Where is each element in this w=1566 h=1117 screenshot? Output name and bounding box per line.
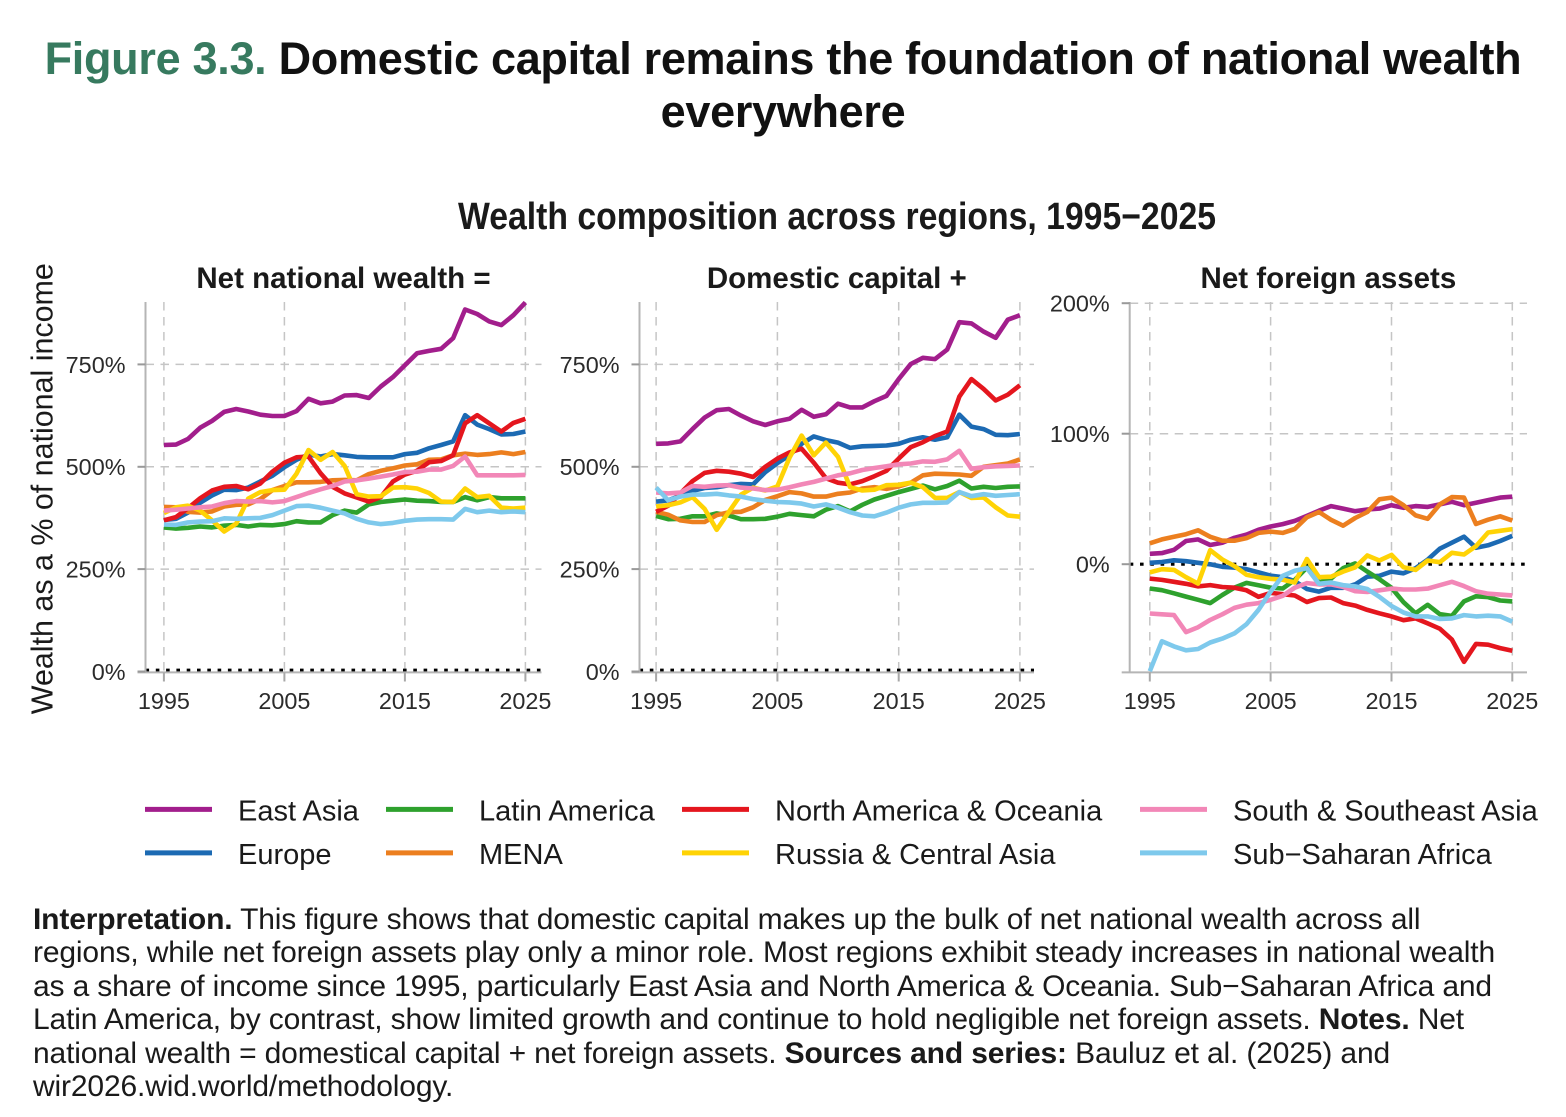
svg-text:0%: 0% <box>586 659 620 685</box>
svg-text:Domestic capital +: Domestic capital + <box>707 262 967 295</box>
svg-text:2015: 2015 <box>873 688 925 714</box>
svg-text:0%: 0% <box>1076 552 1110 578</box>
svg-text:1995: 1995 <box>630 688 682 714</box>
svg-text:Net national wealth =: Net national wealth = <box>196 262 490 295</box>
svg-text:Wealth as a % of national inco: Wealth as a % of national income <box>25 263 60 714</box>
svg-text:2005: 2005 <box>1245 688 1297 714</box>
svg-text:2025: 2025 <box>994 688 1046 714</box>
svg-text:750%: 750% <box>560 352 620 378</box>
svg-text:MENA: MENA <box>479 839 563 871</box>
svg-text:2025: 2025 <box>1486 688 1538 714</box>
svg-text:Latin America: Latin America <box>479 796 656 828</box>
svg-text:2025: 2025 <box>499 688 551 714</box>
svg-text:200%: 200% <box>1050 291 1110 317</box>
svg-text:Russia & Central Asia: Russia & Central Asia <box>775 839 1056 871</box>
svg-text:250%: 250% <box>560 557 620 583</box>
svg-text:2005: 2005 <box>258 688 310 714</box>
svg-text:2005: 2005 <box>751 688 803 714</box>
svg-text:100%: 100% <box>1050 421 1110 447</box>
svg-text:0%: 0% <box>92 659 126 685</box>
svg-text:500%: 500% <box>66 454 126 480</box>
svg-text:750%: 750% <box>66 352 126 378</box>
svg-text:2015: 2015 <box>1365 688 1417 714</box>
svg-text:Net foreign assets: Net foreign assets <box>1201 262 1457 295</box>
svg-text:1995: 1995 <box>1124 688 1176 714</box>
svg-text:2015: 2015 <box>379 688 431 714</box>
svg-text:North America & Oceania: North America & Oceania <box>775 796 1103 828</box>
svg-text:East Asia: East Asia <box>238 796 360 828</box>
svg-text:500%: 500% <box>560 454 620 480</box>
svg-text:South & Southeast Asia: South & Southeast Asia <box>1233 796 1539 828</box>
svg-text:1995: 1995 <box>138 688 190 714</box>
svg-text:Sub−Saharan Africa: Sub−Saharan Africa <box>1233 839 1493 871</box>
svg-text:Europe: Europe <box>238 839 332 871</box>
svg-text:250%: 250% <box>66 557 126 583</box>
